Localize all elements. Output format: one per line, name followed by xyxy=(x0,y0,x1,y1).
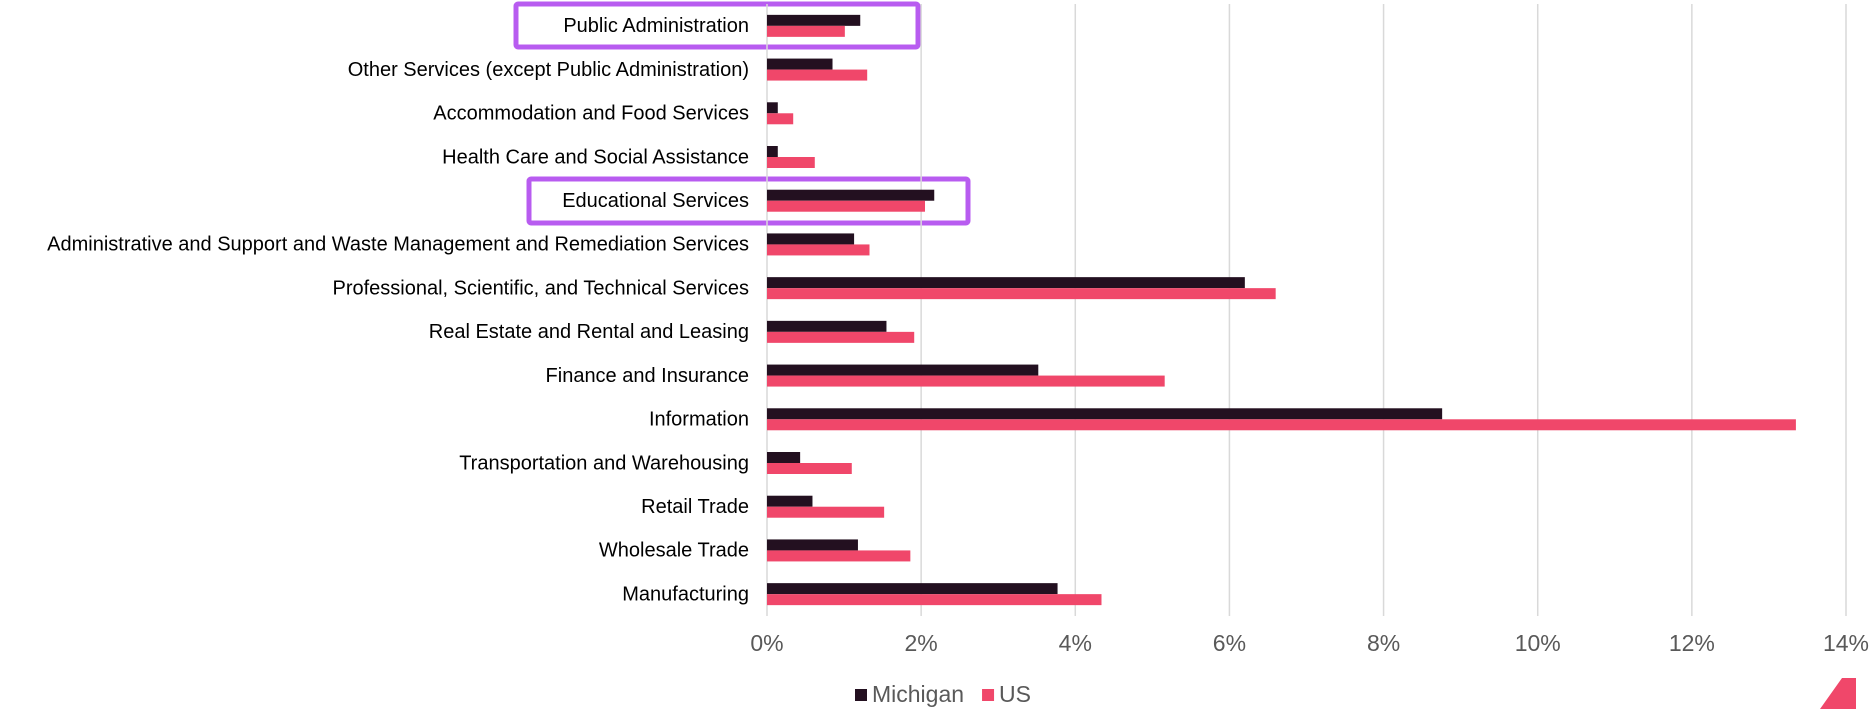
bar xyxy=(767,102,778,114)
logo xyxy=(1820,678,1856,709)
bar xyxy=(767,408,1443,420)
y-tick-label: Manufacturing xyxy=(622,583,749,605)
legend-swatch xyxy=(982,689,995,701)
bar xyxy=(767,375,1165,387)
legend-label: Michigan xyxy=(872,681,964,707)
y-tick-label: Real Estate and Rental and Leasing xyxy=(429,321,749,343)
legend-label: US xyxy=(999,681,1031,707)
bar xyxy=(767,594,1102,606)
bar xyxy=(767,233,855,245)
bar xyxy=(767,506,885,518)
y-tick-label: Other Services (except Public Administra… xyxy=(348,59,749,81)
y-tick-label: Wholesale Trade xyxy=(599,540,749,562)
y-tick-label: Finance and Insurance xyxy=(546,365,749,387)
bar xyxy=(767,58,833,70)
bar xyxy=(767,583,1058,595)
bar xyxy=(767,69,868,81)
x-tick-label: 4% xyxy=(1059,630,1092,656)
bar xyxy=(767,244,870,256)
x-tick-label: 2% xyxy=(905,630,938,656)
bar xyxy=(767,539,858,551)
bar xyxy=(767,277,1245,289)
bar xyxy=(767,452,801,463)
bar xyxy=(767,200,925,212)
legend-swatch xyxy=(855,689,867,701)
bar xyxy=(767,550,911,562)
x-tick-label: 6% xyxy=(1213,630,1246,656)
bar xyxy=(767,463,852,474)
y-tick-label: Information xyxy=(649,409,749,431)
y-tick-label: Transportation and Warehousing xyxy=(459,452,749,474)
bar xyxy=(767,288,1276,300)
y-tick-label: Professional, Scientific, and Technical … xyxy=(332,277,749,299)
bar xyxy=(767,320,887,332)
x-tick-label: 12% xyxy=(1669,630,1715,656)
bar xyxy=(767,113,794,125)
highlight-box xyxy=(526,176,971,226)
bar xyxy=(767,364,1039,376)
bar xyxy=(767,189,935,201)
x-tick-label: 14% xyxy=(1823,630,1869,656)
y-tick-label: Retail Trade xyxy=(641,496,749,518)
highlight-box xyxy=(513,1,921,50)
bar xyxy=(767,331,915,343)
bar xyxy=(767,146,778,157)
bar xyxy=(767,495,813,507)
y-tick-label: Educational Services xyxy=(562,190,749,212)
y-tick-label: Public Administration xyxy=(563,15,749,37)
x-tick-label: 10% xyxy=(1515,630,1561,656)
x-tick-label: 0% xyxy=(750,630,783,656)
bar xyxy=(767,14,861,26)
bar xyxy=(767,419,1796,431)
x-tick-label: 8% xyxy=(1367,630,1400,656)
bar xyxy=(767,157,815,168)
y-tick-label: Administrative and Support and Waste Man… xyxy=(47,234,749,256)
y-tick-label: Health Care and Social Assistance xyxy=(442,146,749,168)
y-tick-label: Accommodation and Food Services xyxy=(433,103,749,125)
bar xyxy=(767,25,845,37)
